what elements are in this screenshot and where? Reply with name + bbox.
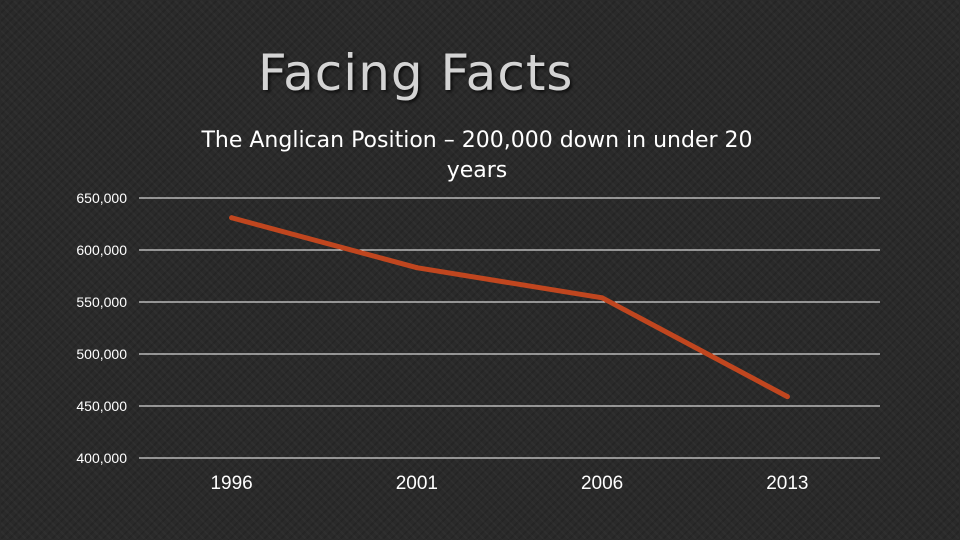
y-tick-label: 500,000 — [76, 346, 127, 362]
grid-lines — [139, 197, 880, 459]
x-tick-label: 2013 — [766, 473, 808, 494]
series-line — [229, 215, 790, 400]
chart-title-line-1: The Anglican Position – 200,000 down in … — [200, 128, 752, 153]
y-tick-label: 600,000 — [76, 242, 127, 258]
series-lines — [229, 215, 790, 400]
y-tick-label: 650,000 — [76, 190, 127, 206]
chart-title-line-2: years — [447, 158, 508, 183]
slide-title: Facing Facts — [258, 44, 574, 102]
data-point — [784, 394, 790, 400]
data-point — [229, 215, 235, 221]
y-tick-label: 450,000 — [76, 398, 127, 414]
y-tick-label: 550,000 — [76, 294, 127, 310]
y-axis-ticks: 650,000 600,000 550,000 500,000 450,000 400,0… — [76, 190, 127, 466]
data-point — [414, 265, 420, 271]
y-tick-label: 400,000 — [76, 450, 127, 466]
data-point — [599, 295, 605, 301]
x-tick-label: 1996 — [210, 473, 252, 494]
x-axis-ticks: 1996 2001 2006 2013 — [210, 473, 808, 494]
x-tick-label: 2006 — [581, 473, 623, 494]
x-tick-label: 2001 — [396, 473, 438, 494]
